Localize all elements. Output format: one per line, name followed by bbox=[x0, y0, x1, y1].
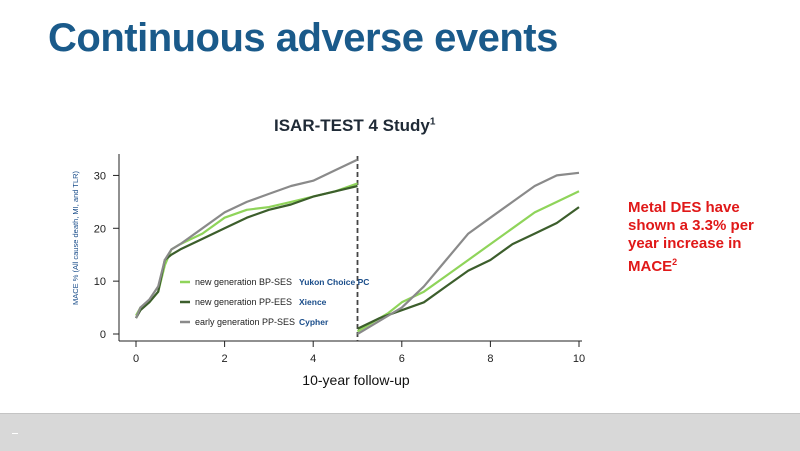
x-tick-label: 0 bbox=[133, 353, 139, 365]
x-tick-label: 6 bbox=[399, 353, 405, 365]
x-tick-label: 10 bbox=[573, 353, 585, 365]
x-tick-label: 4 bbox=[310, 353, 316, 365]
legend-brand-name: Yukon Choice PC bbox=[299, 277, 369, 287]
x-tick-label: 2 bbox=[222, 353, 228, 365]
slide-title: Continuous adverse events bbox=[48, 16, 558, 60]
legend-series-name: new generation BP-SES bbox=[195, 277, 292, 287]
chart-axes: 0 2 4 6 8 10 0 10 20 30 10-year follow-up MACE % (A… bbox=[71, 154, 585, 388]
chart-series bbox=[134, 158, 580, 335]
slide: Continuous adverse events ISAR-TEST 4 St… bbox=[48, 16, 778, 388]
y-tick-label: 0 bbox=[100, 329, 106, 341]
y-tick-label: 10 bbox=[94, 276, 106, 288]
mace-increase-note-footnote: 2 bbox=[672, 257, 678, 267]
mace-increase-note-text: Metal DES have shown a 3.3% per year inc… bbox=[628, 199, 754, 275]
chart-title-footnote: 1 bbox=[429, 116, 436, 128]
mace-line-chart: 0 2 4 6 8 10 0 10 20 30 10-year follow-up MACE % (A… bbox=[71, 154, 585, 388]
legend-brand-name: Xience bbox=[299, 297, 327, 307]
y-tick-label: 20 bbox=[94, 223, 106, 235]
chart-title-text: ISAR-TEST 4 Study bbox=[274, 116, 430, 135]
series-line-2-segment-1 bbox=[135, 184, 358, 319]
series-line-3-segment-1 bbox=[134, 158, 358, 319]
legend-brand-name: Cypher bbox=[299, 317, 329, 327]
y-axis-label: MACE % (All cause death, MI, and TLR) bbox=[71, 170, 80, 305]
legend-series-name: early generation PP-SES bbox=[195, 317, 295, 327]
series-line-1-segment-2 bbox=[356, 190, 580, 333]
footer-dash bbox=[12, 433, 18, 434]
chart-legend: new generation BP-SES Yukon Choice PC new … bbox=[180, 277, 369, 327]
mace-increase-note: Metal DES have shown a 3.3% per year inc… bbox=[628, 199, 778, 276]
series-line-1-segment-1 bbox=[135, 182, 358, 317]
series-line-3-segment-2 bbox=[356, 171, 580, 335]
y-tick-label: 30 bbox=[94, 170, 106, 182]
footer-bar bbox=[0, 413, 800, 451]
x-axis-label: 10-year follow-up bbox=[302, 372, 410, 388]
chart-title: ISAR-TEST 4 Study1 bbox=[274, 116, 435, 136]
x-tick-label: 8 bbox=[487, 353, 493, 365]
legend-series-name: new generation PP-EES bbox=[195, 297, 292, 307]
